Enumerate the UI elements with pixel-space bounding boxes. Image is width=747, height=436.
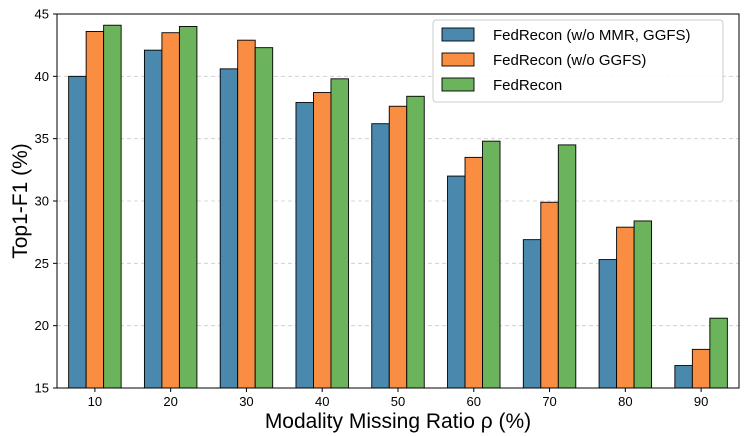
x-tick-label: 40 [315, 394, 329, 409]
bar-fedrecon-w-o-ggfs-30 [237, 39, 256, 389]
bar-fedrecon-w-o-mmr-ggfs-60 [447, 175, 466, 389]
bar-fedrecon-w-o-ggfs-40 [313, 92, 332, 389]
y-tick-label: 20 [35, 318, 49, 333]
bar-fedrecon-w-o-ggfs-10 [85, 31, 105, 389]
bar-fedrecon-30 [254, 47, 274, 389]
bar-fedrecon-50 [406, 95, 425, 389]
y-tick-label: 40 [35, 69, 49, 84]
x-tick-label: 20 [163, 394, 177, 409]
legend: FedRecon (w/o MMR, GGFS) FedRecon (w/o G… [432, 19, 724, 103]
x-axis-label: Modality Missing Ratio ρ (%) [265, 410, 531, 433]
tick-marks [53, 13, 702, 392]
x-tick-label: 50 [391, 394, 405, 409]
y-tick-label: 45 [35, 7, 49, 22]
bar-fedrecon-w-o-ggfs-80 [616, 226, 635, 389]
bar-fedrecon-70 [557, 144, 577, 389]
bar-fedrecon-20 [178, 26, 198, 389]
bar-fedrecon-40 [330, 78, 349, 389]
x-tick-label: 10 [88, 394, 102, 409]
legend-swatch [441, 27, 475, 42]
y-tick-label: 25 [35, 256, 49, 271]
bar-fedrecon-w-o-mmr-ggfs-30 [219, 68, 239, 389]
x-tick-label: 90 [694, 394, 708, 409]
legend-swatch [441, 77, 475, 92]
bar-fedrecon-w-o-ggfs-70 [540, 201, 559, 389]
legend-swatch [441, 52, 475, 67]
legend-label: FedRecon (w/o GGFS) [493, 52, 646, 69]
bar-fedrecon-w-o-ggfs-50 [388, 105, 408, 389]
legend-label: FedRecon (w/o MMR, GGFS) [493, 27, 691, 44]
x-tick-label: 60 [467, 394, 481, 409]
bar-fedrecon-w-o-mmr-ggfs-20 [143, 49, 163, 389]
bar-fedrecon-60 [482, 140, 501, 389]
bar-fedrecon-w-o-mmr-ggfs-40 [295, 102, 314, 389]
y-tick-label: 30 [35, 194, 49, 209]
bar-fedrecon-10 [103, 24, 122, 389]
bar-fedrecon-w-o-ggfs-20 [161, 32, 180, 389]
y-tick-label: 35 [35, 131, 49, 146]
legend-label: FedRecon [493, 77, 562, 94]
x-tick-label: 70 [542, 394, 556, 409]
bars [68, 24, 728, 389]
bar-fedrecon-w-o-mmr-ggfs-10 [68, 75, 87, 389]
bar-fedrecon-w-o-mmr-ggfs-80 [598, 259, 618, 389]
y-tick-labels: 15 20 25 30 35 40 45 [35, 7, 49, 396]
bar-fedrecon-80 [633, 220, 653, 389]
legend-box [432, 19, 724, 103]
x-tick-label: 30 [239, 394, 253, 409]
y-axis-label: Top1-F1 (%) [9, 143, 32, 259]
bar-fedrecon-w-o-mmr-ggfs-90 [674, 365, 693, 389]
y-tick-label: 15 [35, 381, 49, 396]
bar-fedrecon-w-o-mmr-ggfs-70 [522, 239, 542, 389]
x-tick-label: 80 [618, 394, 632, 409]
bar-fedrecon-w-o-ggfs-60 [464, 156, 483, 389]
bar-fedrecon-w-o-mmr-ggfs-50 [371, 123, 390, 389]
x-tick-labels: 10 20 30 40 50 60 70 80 90 [88, 394, 709, 409]
bar-fedrecon-90 [709, 317, 728, 389]
bar-fedrecon-w-o-ggfs-90 [691, 348, 711, 389]
